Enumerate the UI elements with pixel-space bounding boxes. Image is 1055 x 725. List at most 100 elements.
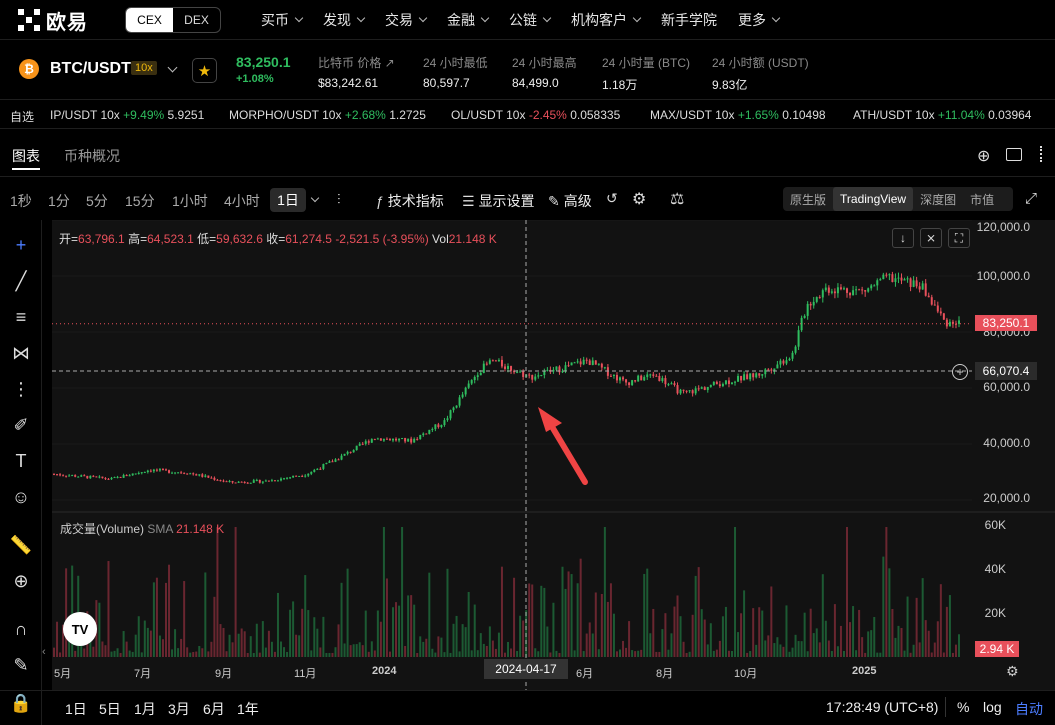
interval-dropdown-icon[interactable] (310, 193, 320, 203)
menu-item-4[interactable]: 公链 (509, 10, 552, 30)
interval-4[interactable]: 1小时 (172, 193, 208, 209)
volume-bar (758, 607, 761, 657)
volume-bar (516, 651, 519, 657)
menu-item-2[interactable]: 交易 (385, 10, 428, 30)
candle-body (791, 352, 794, 359)
forecast-icon[interactable]: ⋮ (12, 378, 30, 399)
expand-icon[interactable]: ⛶ (948, 228, 970, 248)
collapse-left-icon[interactable]: ‹ (42, 646, 46, 658)
range-2[interactable]: 1月 (134, 701, 156, 717)
lock-drawing-icon[interactable]: ✎ (13, 654, 29, 675)
cex-toggle[interactable]: CEX (126, 8, 173, 32)
candle-body (86, 475, 89, 479)
volume-bar (697, 567, 700, 657)
crosshair-icon[interactable]: + (15, 234, 27, 255)
volume-bar (243, 631, 246, 657)
candle-body (879, 279, 882, 281)
volume-bar (864, 652, 867, 657)
interval-1d[interactable]: 1日 (270, 188, 306, 212)
interval-1[interactable]: 1分 (48, 193, 70, 209)
indicators-button[interactable]: ƒ 技术指标 (376, 193, 444, 209)
list-icon: ☰ (462, 192, 475, 209)
pattern-icon[interactable]: ⋈ (12, 342, 30, 363)
lock-icon[interactable]: 🔒 (9, 692, 33, 713)
interval-5[interactable]: 4小时 (224, 193, 260, 209)
ticker-price: 1.2725 (389, 108, 426, 122)
ticker-item[interactable]: MAX/USDT 10x +1.65% 0.10498 (650, 108, 826, 122)
logo[interactable]: 欧易 (18, 8, 88, 34)
menu-item-6[interactable]: 新手学院 (661, 10, 717, 30)
volume-bar (700, 609, 703, 657)
candle-body (258, 479, 261, 483)
add-panel-icon[interactable]: ⊕ (977, 148, 991, 165)
scale-balance-icon[interactable]: ⚖ (670, 191, 685, 208)
ruler-icon[interactable]: 📏 (9, 534, 33, 555)
text-tool-icon[interactable]: T (15, 450, 27, 471)
range-5[interactable]: 1年 (237, 701, 259, 717)
candle-body (352, 450, 355, 453)
volume-bar (407, 595, 410, 657)
auto-toggle[interactable]: 自动 (1015, 701, 1043, 717)
volume-bar (948, 595, 951, 657)
range-3[interactable]: 3月 (168, 701, 190, 717)
emoji-icon[interactable]: ☺ (11, 486, 31, 507)
window-icon[interactable] (1006, 148, 1022, 161)
menu-item-3[interactable]: 金融 (447, 10, 490, 30)
cex-dex-switch[interactable]: CEX DEX (125, 7, 221, 33)
range-4[interactable]: 6月 (203, 701, 225, 717)
ticker-change: +9.49% (123, 108, 165, 122)
collapse-down-icon[interactable]: ↓ (892, 228, 914, 248)
volume-bar (62, 624, 65, 657)
collapse-icon[interactable]: ⨯ (920, 228, 942, 248)
volume-bar (346, 568, 349, 657)
tradingview-logo[interactable]: TV (63, 612, 97, 646)
dex-toggle[interactable]: DEX (184, 13, 209, 27)
menu-item-7[interactable]: 更多 (738, 10, 781, 30)
axis-settings-icon[interactable]: ⚙ (1006, 663, 1019, 679)
candle-body (858, 289, 861, 291)
volume-bar (667, 649, 670, 657)
tab-overview[interactable]: 币种概况 (64, 148, 120, 164)
view-2[interactable]: 深度图 (920, 192, 957, 207)
interval-3[interactable]: 15分 (125, 193, 155, 209)
volume-bar (646, 568, 649, 657)
ticker-item[interactable]: ATH/USDT 10x +11.04% 0.03964 (853, 108, 1031, 122)
interval-0[interactable]: 1秒 (10, 193, 32, 209)
range-1[interactable]: 5日 (99, 701, 121, 717)
favorite-star-icon[interactable]: ★ (192, 58, 217, 83)
view-3[interactable]: 市值 (970, 192, 995, 207)
ticker-item[interactable]: IP/USDT 10x +9.49% 5.9251 (50, 108, 204, 122)
fib-lines-icon[interactable]: ≡ (15, 306, 27, 327)
ticker-item[interactable]: OL/USDT 10x -2.45% 0.058335 (451, 108, 620, 122)
advanced-button[interactable]: ✎ 高级 (548, 192, 592, 210)
menu-item-0[interactable]: 买币 (261, 10, 304, 30)
chart-area[interactable] (52, 220, 1055, 690)
brush-icon[interactable]: ✐ (13, 414, 29, 435)
interval-2[interactable]: 5分 (86, 193, 108, 209)
range-0[interactable]: 1日 (65, 701, 87, 717)
percent-toggle[interactable]: % (957, 699, 970, 715)
view-0[interactable]: 原生版 (790, 192, 827, 207)
favorites-label[interactable]: 自选 (10, 110, 35, 124)
external-link-icon[interactable]: ↗ (381, 56, 395, 70)
settings-gear-icon[interactable]: ⚙ (632, 191, 647, 208)
trendline-icon[interactable]: ╱ (15, 270, 27, 291)
magnet-icon[interactable]: ∩ (14, 618, 28, 639)
display-settings-button[interactable]: ☰ 显示设置 (462, 192, 535, 210)
pair-name[interactable]: BTC/USDT (50, 60, 131, 77)
candle-type-icon[interactable]: ⫶ (337, 191, 341, 207)
undo-icon[interactable]: ↺ (606, 190, 618, 206)
log-toggle[interactable]: log (983, 699, 1002, 715)
menu-item-1[interactable]: 发现 (323, 10, 366, 30)
view-1[interactable]: TradingView (833, 187, 914, 211)
ticker-item[interactable]: MORPHO/USDT 10x +2.68% 1.2725 (229, 108, 426, 122)
tab-chart[interactable]: 图表 (12, 148, 40, 164)
zoom-in-icon[interactable]: ⊕ (13, 570, 29, 591)
add-alert-icon[interactable]: + (952, 364, 968, 380)
more-icon[interactable] (1040, 146, 1043, 162)
price-chart[interactable] (52, 220, 1055, 690)
fullscreen-icon[interactable]: ⤢ (1025, 190, 1038, 207)
pair-dropdown-chevron-icon[interactable] (167, 62, 178, 73)
menu-item-5[interactable]: 机构客户 (571, 10, 642, 30)
candle-body (440, 425, 443, 428)
